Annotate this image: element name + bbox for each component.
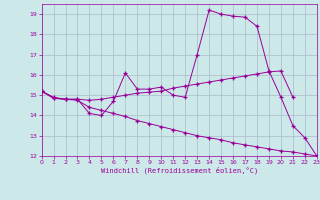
X-axis label: Windchill (Refroidissement éolien,°C): Windchill (Refroidissement éolien,°C): [100, 167, 258, 174]
